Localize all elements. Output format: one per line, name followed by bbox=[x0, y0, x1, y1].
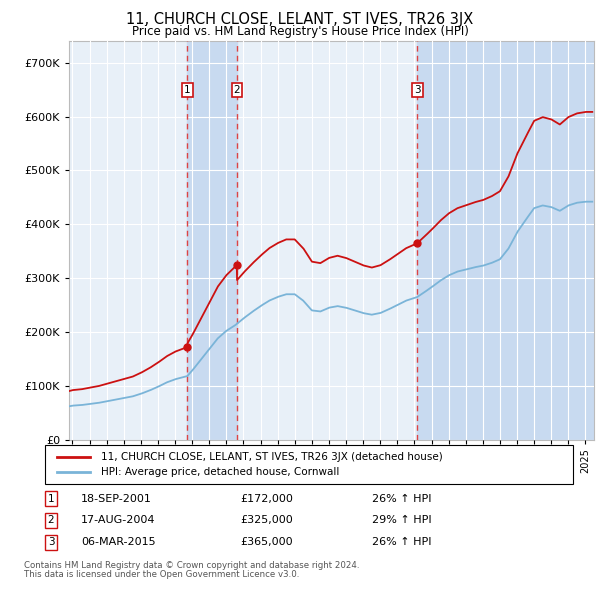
Text: 26% ↑ HPI: 26% ↑ HPI bbox=[372, 537, 431, 547]
Text: 06-MAR-2015: 06-MAR-2015 bbox=[81, 537, 155, 547]
Text: Price paid vs. HM Land Registry's House Price Index (HPI): Price paid vs. HM Land Registry's House … bbox=[131, 25, 469, 38]
Text: 1: 1 bbox=[184, 85, 191, 95]
Text: Contains HM Land Registry data © Crown copyright and database right 2024.: Contains HM Land Registry data © Crown c… bbox=[24, 560, 359, 569]
Text: 2: 2 bbox=[47, 516, 55, 525]
Text: 26% ↑ HPI: 26% ↑ HPI bbox=[372, 494, 431, 503]
Text: 29% ↑ HPI: 29% ↑ HPI bbox=[372, 516, 431, 525]
Bar bbox=[187, 41, 237, 440]
Text: 11, CHURCH CLOSE, LELANT, ST IVES, TR26 3JX (detached house): 11, CHURCH CLOSE, LELANT, ST IVES, TR26 … bbox=[101, 453, 443, 463]
Text: This data is licensed under the Open Government Licence v3.0.: This data is licensed under the Open Gov… bbox=[24, 570, 299, 579]
Text: 1: 1 bbox=[47, 494, 55, 503]
Text: 11, CHURCH CLOSE, LELANT, ST IVES, TR26 3JX: 11, CHURCH CLOSE, LELANT, ST IVES, TR26 … bbox=[127, 12, 473, 27]
Text: £172,000: £172,000 bbox=[240, 494, 293, 503]
Text: 3: 3 bbox=[47, 537, 55, 547]
Bar bbox=[418, 41, 594, 440]
Text: 3: 3 bbox=[414, 85, 421, 95]
Text: 18-SEP-2001: 18-SEP-2001 bbox=[81, 494, 152, 503]
Text: 17-AUG-2004: 17-AUG-2004 bbox=[81, 516, 155, 525]
Text: £325,000: £325,000 bbox=[240, 516, 293, 525]
Text: HPI: Average price, detached house, Cornwall: HPI: Average price, detached house, Corn… bbox=[101, 467, 339, 477]
Text: 2: 2 bbox=[233, 85, 240, 95]
Text: £365,000: £365,000 bbox=[240, 537, 293, 547]
